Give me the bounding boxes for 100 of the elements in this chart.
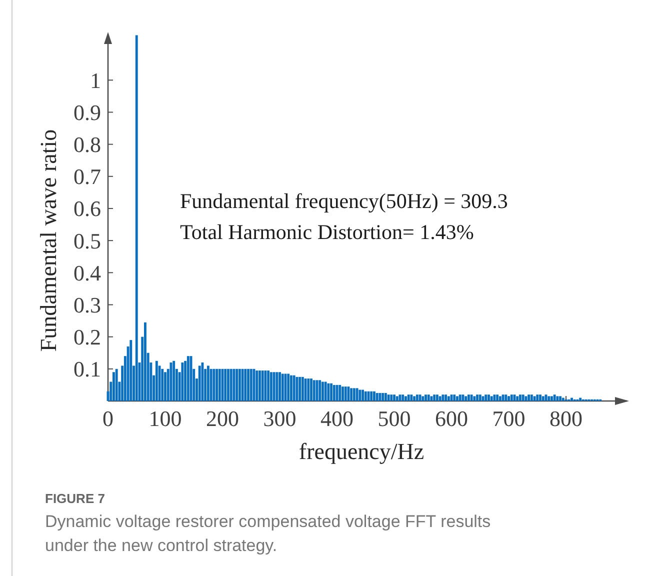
bar (550, 396, 553, 401)
bar (404, 396, 407, 401)
bar (250, 368, 252, 401)
y-tick-label: 0.3 (74, 292, 101, 318)
bar (258, 370, 261, 401)
bar (344, 386, 347, 401)
bar (318, 380, 322, 401)
x-tick-label: 300 (263, 406, 296, 431)
bar (498, 396, 502, 401)
bar (218, 368, 221, 401)
bar (373, 391, 376, 401)
bar (230, 368, 232, 401)
bar (287, 374, 290, 401)
x-axis-title: frequency/Hz (298, 439, 424, 464)
bar (553, 394, 556, 401)
annotation: Total Harmonic Distortion= 1.43% (180, 220, 474, 244)
bar (478, 394, 482, 401)
bar (456, 396, 458, 401)
bar (539, 394, 542, 401)
bar (504, 394, 508, 401)
bar (307, 378, 310, 401)
bar (387, 394, 390, 401)
bar (438, 396, 442, 401)
bar (212, 368, 216, 401)
bar (290, 375, 292, 401)
bar (502, 394, 504, 401)
x-tick-label: 100 (148, 406, 182, 431)
bar (210, 368, 212, 401)
bar (276, 372, 278, 401)
bar (444, 394, 448, 401)
bar (236, 368, 238, 401)
bar (570, 398, 573, 401)
bar (247, 368, 250, 401)
bar (510, 394, 513, 401)
bar (447, 396, 450, 401)
bar (144, 322, 146, 401)
bar (422, 396, 424, 401)
bar (327, 383, 330, 401)
bar (244, 368, 247, 401)
bar (112, 372, 115, 401)
y-tick-label: 0.1 (74, 356, 101, 382)
bar (416, 394, 418, 401)
bar (442, 394, 444, 401)
bar (376, 392, 378, 401)
bar (338, 384, 342, 401)
bar (358, 390, 362, 401)
text: Dynamic voltage restorer compensated voltage FFT results under the new control strategy. (45, 512, 491, 555)
bar (232, 368, 236, 401)
bar (161, 368, 164, 401)
bar (310, 378, 312, 401)
bar (433, 394, 436, 401)
caption: FIGURE 7 (45, 491, 105, 506)
y-tick-label: 0.2 (74, 324, 101, 350)
bar (458, 394, 462, 401)
bar (382, 392, 384, 401)
y-tick-label: 0.5 (74, 228, 101, 254)
bar (559, 396, 562, 401)
x-tick-label: 500 (378, 406, 411, 431)
y-axis-title: Fundamental wave ratio (36, 129, 61, 352)
y-tick-label: 0.8 (74, 132, 101, 158)
bar (436, 394, 438, 401)
bar (473, 396, 476, 401)
bar (261, 370, 264, 401)
bar (281, 374, 284, 401)
bar (227, 368, 230, 401)
bar (402, 394, 404, 401)
bar (536, 394, 539, 401)
bar (467, 394, 470, 401)
bar (493, 394, 496, 401)
bar (562, 398, 564, 401)
bar (484, 394, 488, 401)
x-tick-label: 200 (206, 406, 240, 431)
bar (330, 383, 332, 401)
bar (267, 370, 270, 401)
bar (172, 360, 176, 401)
y-tick-label: 0.6 (74, 196, 101, 222)
bar (181, 362, 184, 401)
x-tick-label: 700 (492, 406, 526, 431)
y-tick-label: 1 (90, 68, 101, 93)
bar (312, 380, 316, 401)
y-tick-label: 0.7 (74, 164, 101, 190)
bar (370, 391, 373, 401)
bar (135, 35, 138, 401)
x-tick-label: 400 (320, 406, 354, 431)
bar (350, 388, 353, 401)
bar (324, 382, 327, 401)
bar (238, 368, 241, 401)
bar (390, 394, 393, 401)
x-tick-label: 0 (102, 406, 114, 431)
bar (364, 391, 367, 401)
bar (115, 368, 118, 401)
bar (548, 396, 550, 401)
bar (556, 396, 559, 401)
x-tick-label: 600 (435, 406, 468, 431)
bar (579, 398, 582, 401)
bar (542, 396, 544, 401)
bar (264, 370, 267, 401)
bar (464, 396, 468, 401)
bar (453, 394, 456, 401)
bar (164, 372, 166, 401)
